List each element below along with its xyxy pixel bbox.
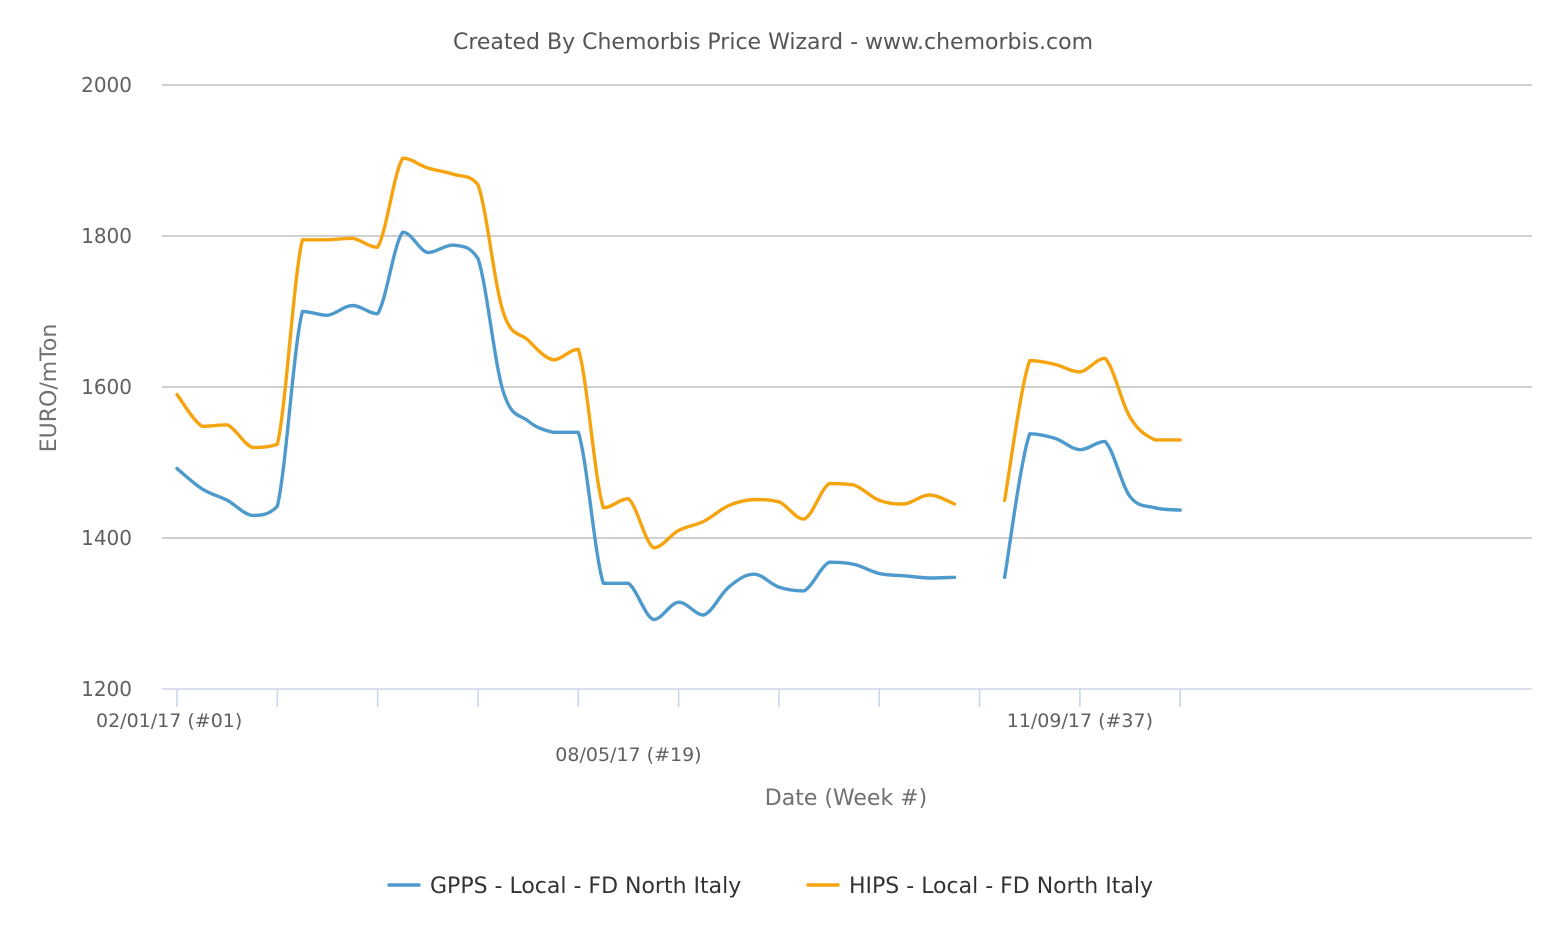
x-tick-label: 08/05/17 (#19) <box>555 744 701 766</box>
legend-item-hips[interactable]: HIPS - Local - FD North Italy <box>806 874 1153 899</box>
y-tick-label: 2000 <box>81 73 132 97</box>
y-tick-label: 1400 <box>81 526 132 550</box>
legend[interactable]: GPPS - Local - FD North Italy HIPS - Loca… <box>387 874 1153 899</box>
x-axis-title: Date (Week #) <box>765 786 927 811</box>
x-tick-label: 11/09/17 (#37) <box>1007 710 1153 732</box>
series-lines <box>175 156 1182 622</box>
y-tick-label: 1600 <box>81 375 132 399</box>
series-line-segment[interactable] <box>1002 356 1182 502</box>
y-tick-label: 1800 <box>81 224 132 248</box>
series-line-segment[interactable] <box>1002 432 1182 579</box>
x-axis <box>162 688 1532 707</box>
legend-label: GPPS - Local - FD North Italy <box>430 874 741 899</box>
x-tick-label: 02/01/17 (#01) <box>96 710 242 732</box>
y-axis-ticks: 1200 1400 1600 1800 2000 <box>81 73 132 701</box>
series-line-segment[interactable] <box>175 156 957 550</box>
y-axis-title: EURO/mTon <box>37 324 62 453</box>
legend-item-gpps[interactable]: GPPS - Local - FD North Italy <box>387 874 741 899</box>
y-tick-label: 1200 <box>81 677 132 701</box>
gridlines <box>162 84 1532 539</box>
series-line-segment[interactable] <box>175 230 957 622</box>
series-hips[interactable] <box>175 156 1182 550</box>
legend-label: HIPS - Local - FD North Italy <box>849 874 1153 899</box>
chart-title: Created By Chemorbis Price Wizard - www.… <box>453 30 1093 55</box>
x-axis-tick-labels: 02/01/17 (#01) 08/05/17 (#19) 11/09/17 (#3… <box>96 710 1153 766</box>
series-gpps[interactable] <box>175 230 1182 622</box>
